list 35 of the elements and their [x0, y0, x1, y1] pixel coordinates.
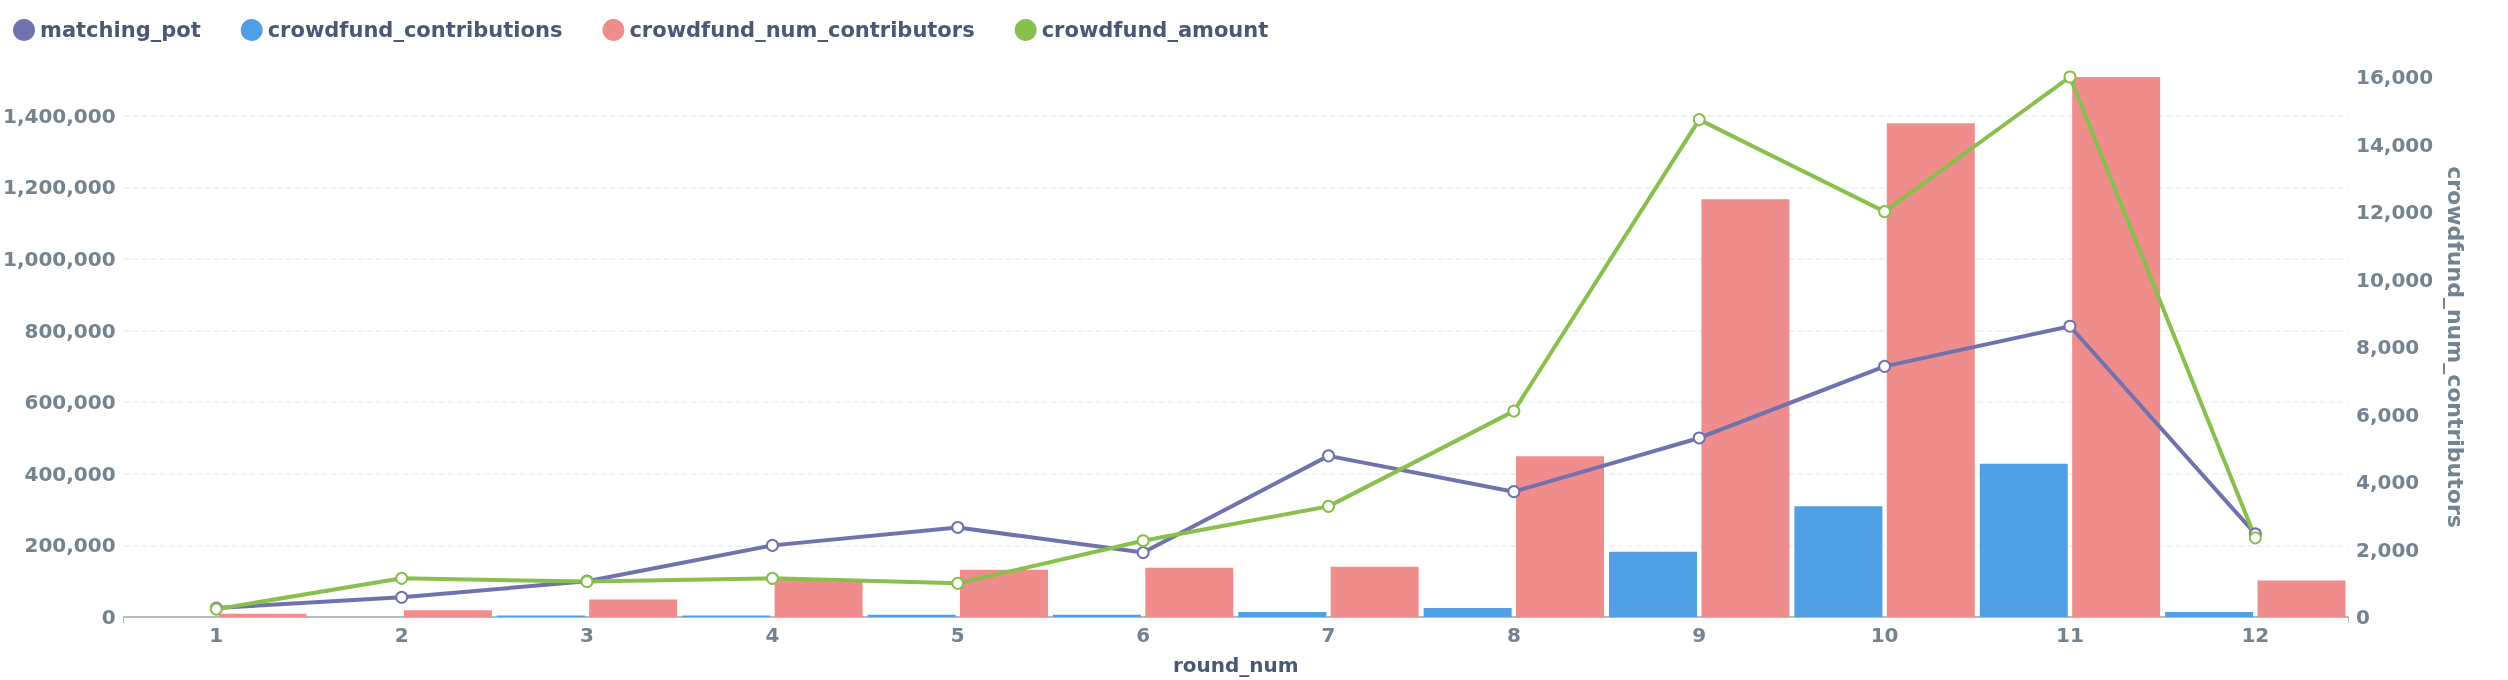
y-tick-label: 600,000 — [24, 390, 116, 415]
legend-label: matching_pot — [40, 18, 201, 42]
x-tick-label: 3 — [580, 623, 594, 647]
y2-tick-label: 14,000 — [2356, 132, 2434, 157]
y-tick-label: 800,000 — [24, 318, 116, 343]
y2-tick-label: 6,000 — [2356, 402, 2420, 427]
x-tick-label: 12 — [2241, 623, 2270, 647]
y-tick-label: 400,000 — [24, 461, 116, 486]
legend-label: crowdfund_amount — [1041, 18, 1269, 42]
y-tick-label: 0 — [101, 605, 116, 629]
x-tick-label: 11 — [2056, 623, 2084, 647]
y-tick-label: 200,000 — [24, 533, 116, 558]
x-tick-label: 10 — [1870, 623, 1899, 647]
x-tick-label: 4 — [765, 623, 780, 647]
x-tick-label: 6 — [1136, 623, 1151, 647]
x-tick-label: 1 — [209, 623, 224, 647]
y2-tick-label: 10,000 — [2356, 267, 2434, 292]
legend-label: crowdfund_contributions — [267, 18, 563, 42]
y-tick-label: 1,200,000 — [3, 175, 116, 200]
x-axis-title: round_num — [1172, 653, 1299, 677]
y-tick-label: 1,400,000 — [3, 103, 116, 128]
x-tick-label: 2 — [394, 623, 409, 647]
y-tick-label: 1,000,000 — [3, 246, 116, 271]
y2-tick-label: 16,000 — [2356, 65, 2434, 89]
x-tick-label: 9 — [1692, 623, 1707, 647]
y2-tick-label: 0 — [2356, 605, 2370, 629]
x-tick-label: 8 — [1506, 623, 1521, 647]
x-tick-label: 7 — [1321, 623, 1336, 647]
y2-tick-label: 12,000 — [2356, 200, 2434, 224]
legend-label: crowdfund_num_contributors — [629, 18, 975, 42]
y2-tick-label: 8,000 — [2356, 335, 2420, 359]
y2-tick-label: 2,000 — [2356, 537, 2420, 562]
y2-axis-title: crowdfund_num_contributors — [2442, 166, 2468, 528]
y2-tick-label: 4,000 — [2356, 470, 2420, 494]
x-tick-label: 5 — [950, 623, 965, 647]
